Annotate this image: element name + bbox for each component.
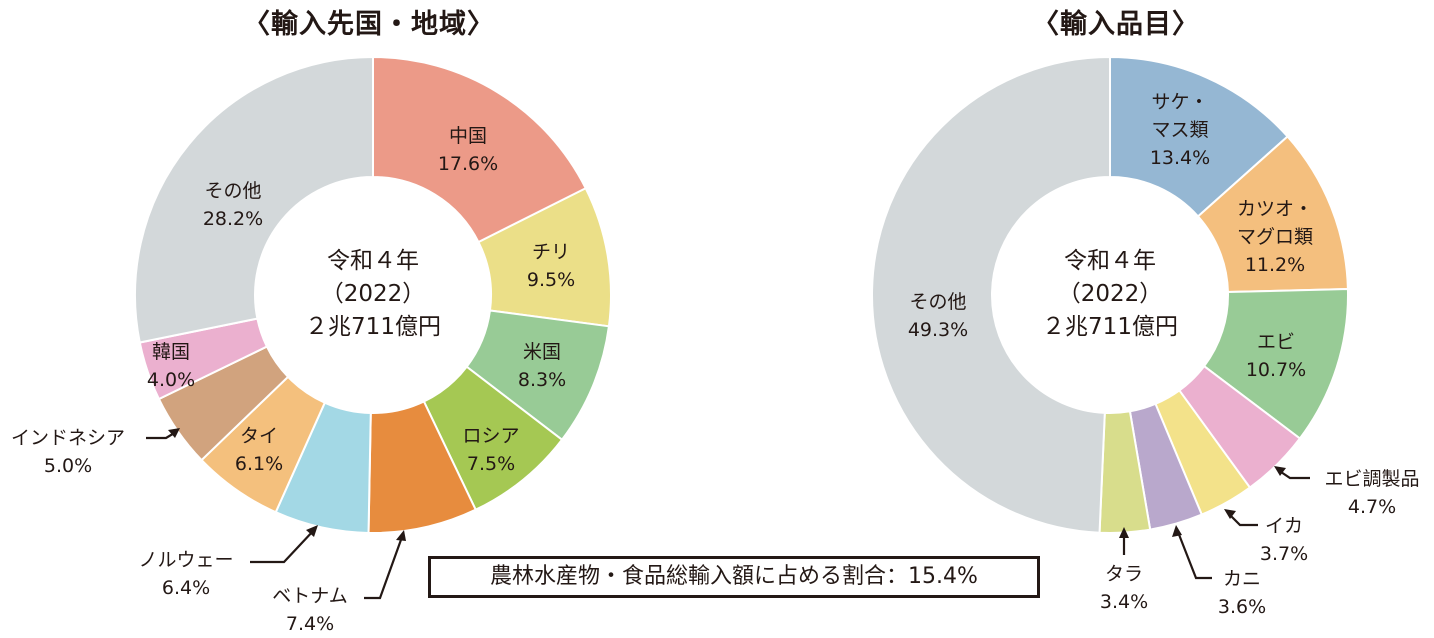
- right-donut-chart: [871, 55, 1349, 534]
- label-other-right: その他 49.3%: [907, 291, 969, 341]
- label-salmon-trout: サケ・ マス類 13.4%: [1149, 91, 1211, 169]
- label-thailand: タイ 6.1%: [234, 425, 284, 475]
- label-shrimp-prepared: エビ調製品 4.7%: [1324, 468, 1420, 518]
- import-share-note: 農林水産物・食品総輸入額に占める割合：15.4%: [428, 556, 1040, 598]
- label-cod: タラ 3.4%: [1099, 563, 1149, 613]
- center-year: （2022）: [1057, 281, 1163, 307]
- left-center-text: 令和４年 （2022） ２兆711億円: [305, 245, 441, 344]
- right-chart-title: 〈輸入品目〉: [1032, 9, 1200, 40]
- label-squid: イカ 3.7%: [1259, 515, 1309, 565]
- label-russia: ロシア 7.5%: [462, 425, 520, 475]
- center-year: （2022）: [320, 281, 426, 307]
- label-china: 中国 17.6%: [437, 125, 499, 175]
- label-shrimp: エビ 10.7%: [1245, 331, 1307, 381]
- label-crab: カニ 3.6%: [1217, 568, 1267, 618]
- center-total: ２兆711億円: [305, 314, 441, 340]
- label-bonito-tuna: カツオ・ マグロ類 11.2%: [1236, 198, 1314, 276]
- label-korea: 韓国 4.0%: [146, 341, 196, 391]
- label-usa: 米国 8.3%: [517, 341, 567, 391]
- donut-slice: [372, 55, 588, 244]
- donut-slice: [1109, 55, 1289, 218]
- label-other-left: その他 28.2%: [202, 180, 264, 230]
- label-chile: チリ 9.5%: [526, 241, 576, 291]
- donut-slice: [134, 55, 374, 344]
- label-vietnam: ベトナム 7.4%: [272, 585, 348, 635]
- donut-slice: [871, 55, 1111, 534]
- center-era-year: 令和４年: [327, 248, 419, 274]
- arrow-heads: [168, 428, 1286, 541]
- left-donut-chart: [134, 55, 612, 534]
- center-era-year: 令和４年: [1064, 248, 1156, 274]
- label-indonesia: インドネシア 5.0%: [10, 427, 126, 477]
- label-norway: ノルウェー 6.4%: [138, 549, 234, 599]
- left-chart-title: 〈輸入先国・地域〉: [243, 9, 495, 40]
- right-center-text: 令和４年 （2022） ２兆711億円: [1042, 245, 1178, 344]
- center-total: ２兆711億円: [1042, 314, 1178, 340]
- leader-lines: [146, 431, 1310, 600]
